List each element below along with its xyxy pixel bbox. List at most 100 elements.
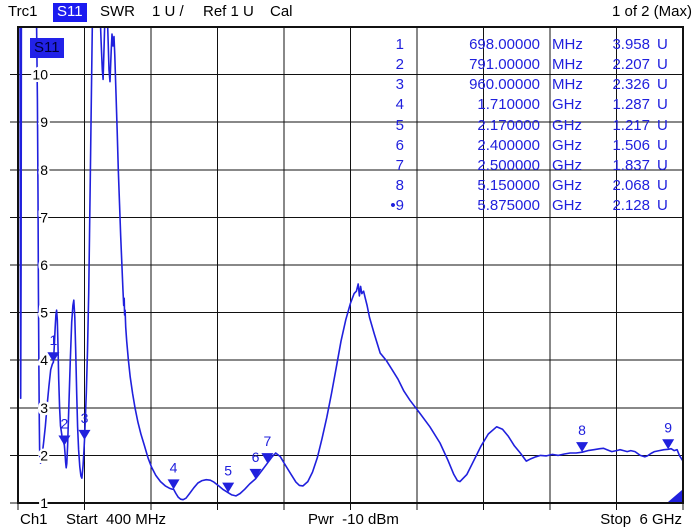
marker-frequency-unit: GHz <box>552 176 582 194</box>
marker-table: 1 698.00000 MHz 3.958 U 2 791.00000 MHz 2.207 U 3 9… <box>390 35 672 216</box>
marker-table-row: 3 960.00000 MHz 2.326 U <box>390 75 672 95</box>
marker-frequency-unit: MHz <box>552 36 583 53</box>
marker-value-unit: U <box>657 136 668 154</box>
plot-border <box>17 26 684 504</box>
trace-count-label: 1 of 2 (Max) <box>611 3 692 20</box>
marker-frequency: 2.170000 <box>477 116 540 134</box>
y-axis-label: 4 <box>40 352 48 368</box>
marker-3-symbol[interactable] <box>78 429 91 440</box>
marker-frequency-unit: GHz <box>552 96 582 114</box>
marker-1-label: 1 <box>49 332 57 348</box>
s-parameter-chip[interactable]: S11 <box>53 3 87 22</box>
marker-table-row: 8 5.150000 GHz 2.068 U <box>390 176 672 196</box>
marker-number: 8 <box>395 176 404 194</box>
marker-table-row: 4 1.710000 GHz 1.287 U <box>390 95 672 115</box>
y-axis-labels: 10 9 8 7 6 5 4 3 2 1 <box>30 64 51 513</box>
channel-footer-bar: Ch1 Start 400 MHz Pwr -10 dBm Stop 6 GHz <box>0 509 700 530</box>
scale-per-div-label: 1 U / <box>152 3 184 20</box>
trace-format-label: SWR <box>100 3 135 20</box>
marker-value-unit: U <box>657 176 668 194</box>
marker-value: 1.287 <box>612 96 650 114</box>
start-frequency-label: Start 400 MHz <box>66 511 167 528</box>
marker-value-unit: U <box>657 96 668 114</box>
marker-number: 6 <box>395 136 404 154</box>
y-axis-label: 3 <box>40 400 48 416</box>
marker-value: 1.506 <box>612 136 650 154</box>
y-axis-label: 10 <box>32 67 48 83</box>
marker-5-label: 5 <box>224 463 232 479</box>
trace-name-label: Trc1 <box>8 3 38 20</box>
y-axis-label: 1 <box>40 495 48 511</box>
marker-frequency: 2.500000 <box>477 156 540 174</box>
marker-6-symbol[interactable] <box>249 468 262 479</box>
marker-number: 4 <box>395 96 404 114</box>
marker-frequency: 698.00000 <box>469 36 540 53</box>
marker-7-symbol[interactable] <box>261 453 274 464</box>
marker-value-unit: U <box>657 197 668 215</box>
marker-table-row: 6 2.400000 GHz 1.506 U <box>390 136 672 156</box>
marker-table-row: •9 5.875000 GHz 2.128 U <box>390 196 672 216</box>
marker-frequency: 5.875000 <box>477 197 540 215</box>
marker-2-label: 2 <box>61 416 69 432</box>
marker-value-unit: U <box>657 56 668 74</box>
marker-frequency: 791.00000 <box>469 56 540 74</box>
plot-trace-chip[interactable]: S11 <box>30 38 64 58</box>
marker-value: 1.217 <box>612 116 650 134</box>
marker-number: •9 <box>390 197 404 215</box>
marker-number: 5 <box>395 116 404 134</box>
marker-frequency: 1.710000 <box>477 96 540 114</box>
marker-4-label: 4 <box>170 459 178 475</box>
marker-9-label: 9 <box>664 419 672 435</box>
marker-8-symbol[interactable] <box>576 442 589 453</box>
marker-value-unit: U <box>657 36 668 53</box>
swr-trace <box>19 28 682 501</box>
plot-grid <box>18 27 683 503</box>
power-level-label: Pwr -10 dBm <box>308 511 399 528</box>
cal-status-label: Cal <box>270 3 293 20</box>
marker-value: 2.207 <box>612 56 650 74</box>
trace-end-corner-indicator <box>668 490 682 502</box>
trace-header-bar: Trc1 S11 SWR 1 U / Ref 1 U Cal 1 of 2 (M… <box>0 1 700 22</box>
marker-1-symbol[interactable] <box>47 352 60 363</box>
marker-3-label: 3 <box>81 410 89 426</box>
marker-frequency-unit: GHz <box>552 156 582 174</box>
marker-frequency: 5.150000 <box>477 176 540 194</box>
marker-value-unit: U <box>657 156 668 174</box>
marker-value: 2.128 <box>612 197 650 215</box>
marker-frequency-unit: MHz <box>552 76 583 94</box>
channel-label: Ch1 <box>20 511 48 528</box>
y-axis-label: 7 <box>40 209 48 225</box>
marker-9-symbol[interactable] <box>662 439 675 450</box>
marker-4-symbol[interactable] <box>167 479 180 490</box>
marker-value-unit: U <box>657 76 668 94</box>
marker-number: 7 <box>395 156 404 174</box>
marker-frequency-unit: GHz <box>552 116 582 134</box>
marker-frequency-unit: MHz <box>552 56 583 74</box>
marker-frequency: 960.00000 <box>469 76 540 94</box>
marker-frequency-unit: GHz <box>552 197 582 215</box>
marker-8-label: 8 <box>578 422 586 438</box>
marker-table-row: 5 2.170000 GHz 1.217 U <box>390 116 672 136</box>
y-axis-label: 5 <box>40 305 48 321</box>
marker-value: 2.068 <box>612 176 650 194</box>
marker-table-row: 2 791.00000 MHz 2.207 U <box>390 55 672 75</box>
marker-frequency-unit: GHz <box>552 136 582 154</box>
axis-ticks <box>10 74 684 510</box>
y-axis-label: 8 <box>40 162 48 178</box>
marker-value: 1.837 <box>612 156 650 174</box>
y-axis-label: 6 <box>40 257 48 273</box>
marker-value-unit: U <box>657 116 668 134</box>
marker-number: 2 <box>395 56 404 74</box>
marker-value: 3.958 <box>612 36 650 53</box>
marker-2-symbol[interactable] <box>58 435 71 446</box>
marker-7-label: 7 <box>263 433 271 449</box>
marker-number: 1 <box>395 36 404 53</box>
y-axis-label: 9 <box>40 114 48 130</box>
stop-frequency-label: Stop 6 GHz <box>600 511 682 528</box>
marker-frequency: 2.400000 <box>477 136 540 154</box>
reference-level-label: Ref 1 U <box>203 3 254 20</box>
marker-5-symbol[interactable] <box>222 482 235 493</box>
